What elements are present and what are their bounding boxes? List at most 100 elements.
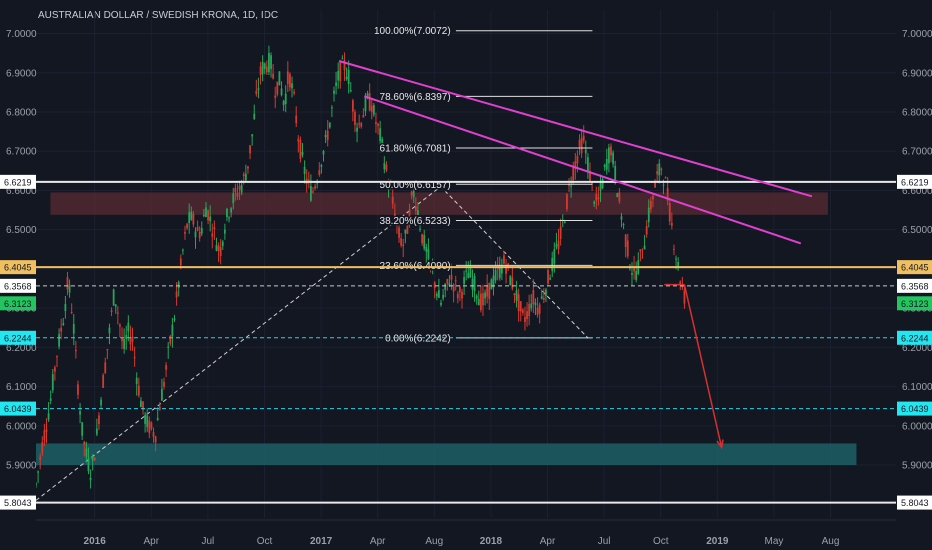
candle-body: [110, 310, 113, 312]
candle-body: [230, 208, 233, 213]
candle-body: [375, 122, 377, 124]
price-tag-right-6.4045: [897, 260, 932, 275]
candle-body: [148, 420, 151, 434]
price-tag-text-left-5.8043: 5.8043: [4, 498, 32, 508]
price-tag-right-6.3568: [897, 278, 932, 293]
candle-body: [442, 294, 445, 299]
candle-body: [339, 62, 342, 82]
candle-body: [593, 201, 596, 204]
candle-body: [486, 285, 489, 297]
candle-body: [582, 135, 585, 141]
candle-body: [335, 82, 337, 86]
candle-body: [62, 323, 65, 325]
candle-body: [393, 213, 396, 221]
candle-body: [559, 226, 562, 239]
candle-body: [658, 163, 661, 176]
candle-body: [347, 69, 350, 85]
candle-body: [171, 324, 174, 337]
candle-body: [574, 161, 577, 169]
candle-body: [568, 183, 570, 186]
x-tick-4: 2017: [310, 536, 333, 547]
candle-body: [177, 282, 180, 289]
candle-body: [236, 192, 239, 197]
candle-body: [196, 226, 199, 231]
candle-body: [156, 417, 159, 420]
candle-body: [475, 295, 478, 299]
candle-body: [175, 291, 178, 298]
candle-body: [396, 221, 398, 225]
candle-body: [645, 226, 648, 235]
price-tag-right-5.8043: [897, 495, 932, 510]
price-tag-text-left-6.3123: 6.3123: [4, 299, 32, 309]
price-tag-left-5.8043: [0, 495, 36, 510]
candle-body: [410, 191, 413, 196]
candle-body: [438, 290, 440, 298]
candle-body: [387, 186, 390, 190]
candle-body: [207, 210, 209, 221]
price-tag-text-left-6.3568: 6.3568: [4, 281, 32, 291]
candle-body: [482, 293, 484, 306]
y-tick-left-8: 6.2000: [6, 343, 37, 354]
zones: [36, 192, 857, 466]
price-tag-left-6.3568: [0, 278, 36, 293]
candle-body: [673, 248, 675, 250]
y-tick-right-3: 6.7000: [902, 147, 932, 158]
candle-body: [679, 281, 682, 285]
candle-body: [429, 261, 432, 263]
candle-body: [490, 279, 493, 290]
candle-body: [184, 231, 186, 234]
candle-body: [649, 200, 652, 210]
candle-body: [217, 245, 220, 251]
candle-body: [104, 362, 107, 373]
candle-body: [169, 335, 172, 344]
grid: [36, 10, 896, 518]
candle-body: [379, 128, 382, 142]
candle-body: [366, 93, 369, 98]
candle-body: [303, 166, 306, 174]
projection: [664, 283, 724, 450]
candle-body: [83, 441, 86, 445]
candle-body: [255, 90, 258, 94]
price-tag-left-6.4045: [0, 260, 36, 275]
candle-body: [484, 292, 486, 299]
price-tag-text-right-6.3568: 6.3568: [901, 281, 929, 291]
price-tag-text-right-5.8043: 5.8043: [901, 498, 929, 508]
candle-body: [517, 294, 520, 312]
candle-body: [570, 185, 573, 187]
candle-body: [507, 263, 510, 266]
candle-body: [553, 249, 556, 264]
candle-body: [79, 411, 81, 415]
candle-body: [343, 60, 346, 71]
price-tag-left-6.6219: [0, 174, 36, 189]
candle-body: [542, 298, 545, 300]
candle-body: [591, 182, 594, 184]
candle-body: [536, 307, 539, 315]
candle-body: [618, 192, 621, 202]
candle-body: [675, 258, 677, 260]
candle-body: [66, 277, 69, 290]
candle-body: [310, 186, 312, 201]
candle-body: [612, 152, 614, 165]
candle-body: [167, 346, 170, 348]
candle-body: [408, 209, 411, 225]
candle-body: [312, 191, 314, 193]
candle-body: [389, 187, 392, 189]
price-tag-left-6.0439: [0, 401, 36, 416]
candle-body: [144, 414, 147, 424]
price-tag-text-left-6.6219: 6.6219: [4, 177, 32, 187]
price-tag-left-6.2244: [0, 330, 36, 345]
candle-body: [127, 322, 130, 332]
candle-body: [549, 278, 552, 280]
candle-body: [70, 311, 73, 313]
candle-body: [209, 216, 212, 222]
y-axis-panel-left: [0, 0, 36, 550]
candle-body: [364, 97, 367, 112]
candle-body: [163, 381, 165, 387]
candle-body: [572, 167, 575, 181]
x-tick-11: 2019: [706, 536, 729, 547]
lower-trendline: [364, 95, 802, 245]
x-tick-13: Aug: [822, 536, 840, 547]
candle-body: [448, 283, 451, 286]
y-axis-panel-right: [896, 0, 932, 550]
